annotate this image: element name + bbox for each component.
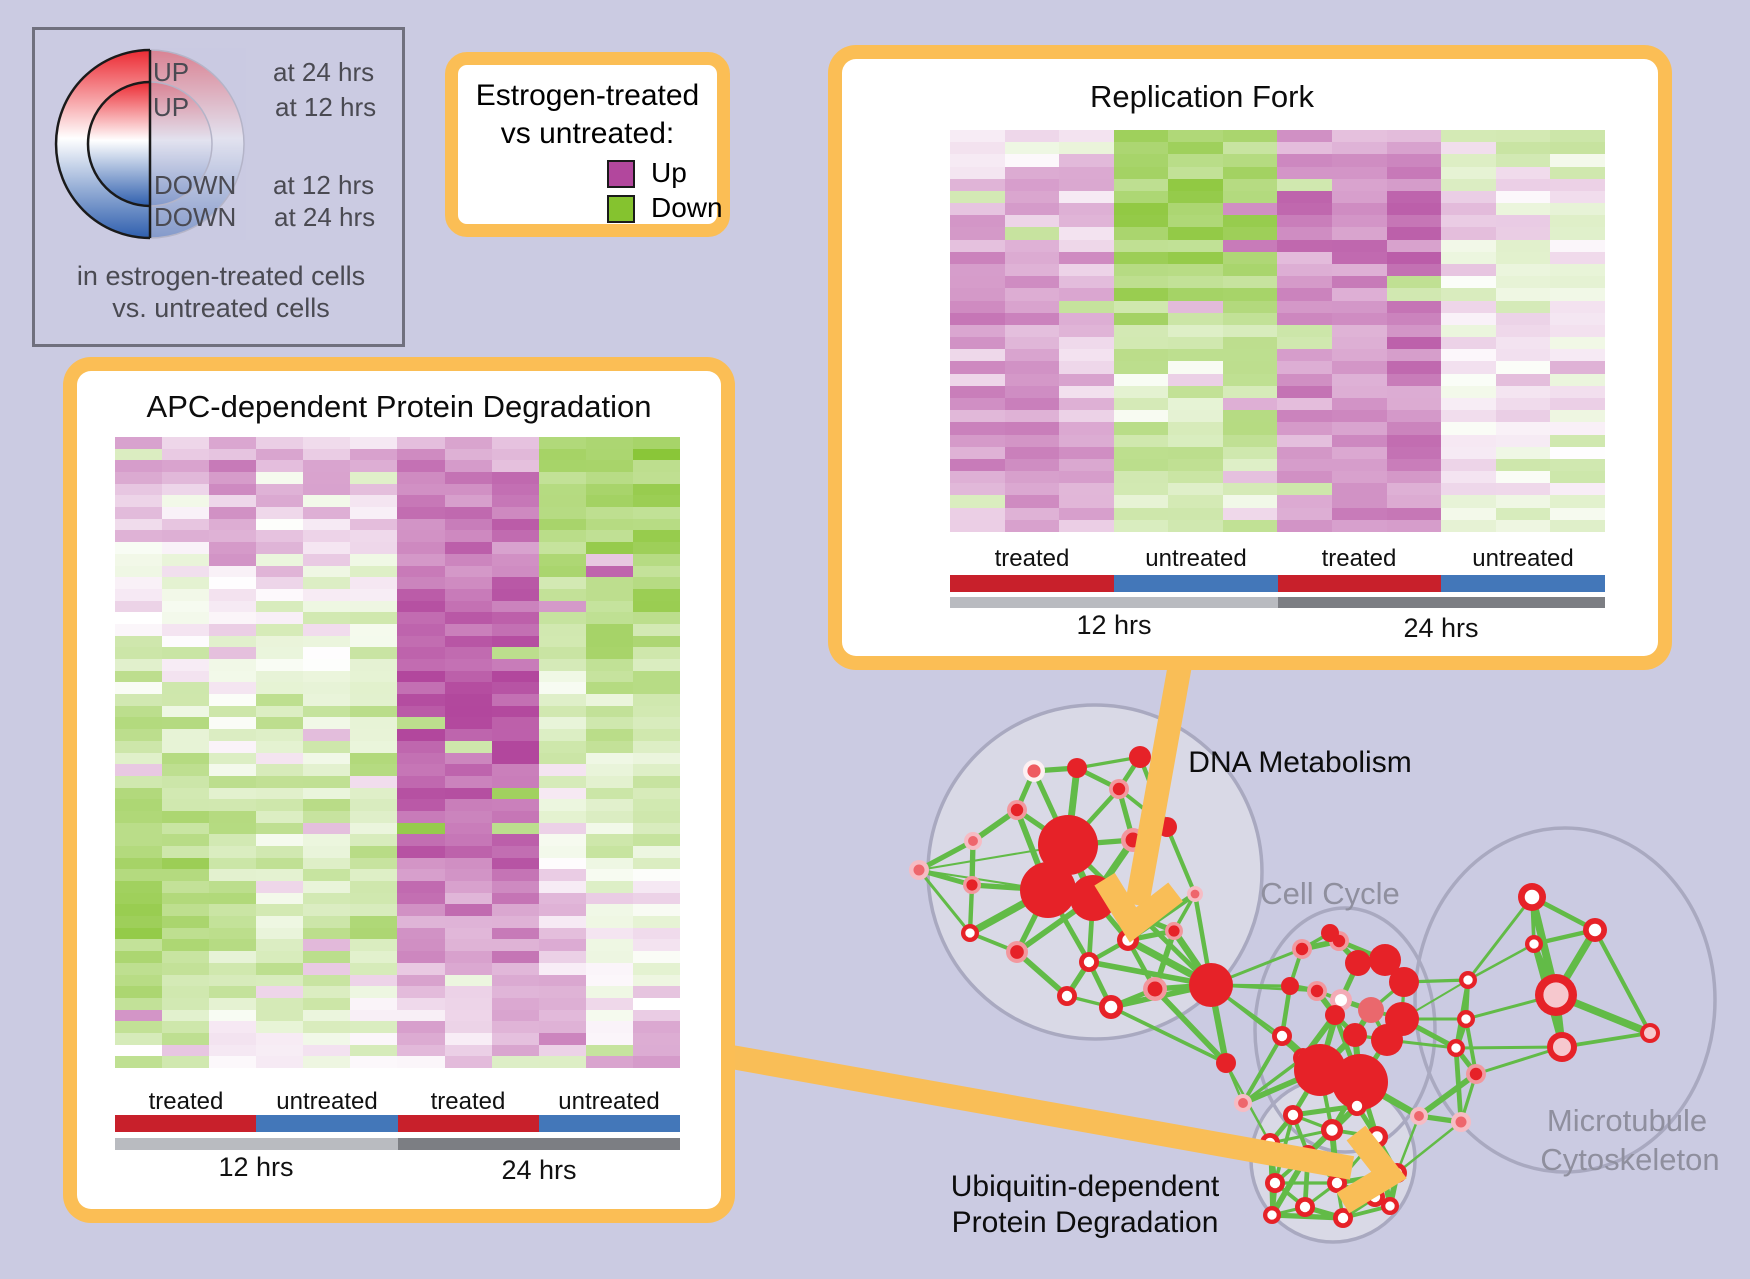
apc-treated-bar-12 (115, 1115, 256, 1132)
apc-24hrs-label: 24 hrs (501, 1155, 577, 1185)
updown-row2-time: at 12 hrs (275, 92, 377, 122)
rf-group-label-4: untreated (1472, 545, 1574, 572)
rf-group-label-1: treated (994, 545, 1070, 572)
updown-row4-time: at 24 hrs (274, 202, 376, 232)
estrogen-legend-title-line1: Estrogen-treated (475, 79, 700, 112)
rf-24hrs-bar (1278, 597, 1605, 608)
rf-group-label-2: untreated (1145, 545, 1247, 572)
apc-group-label-2: untreated (276, 1088, 378, 1115)
apc-24hrs-bar (398, 1138, 680, 1150)
updown-footer-line1: in estrogen-treated cells (76, 261, 366, 291)
apc-group-label-3: treated (430, 1088, 506, 1115)
apc-heatmap (115, 437, 680, 1068)
rf-panel-title: Replication Fork (1090, 79, 1314, 114)
estrogen-legend-title-line2: vs untreated: (500, 117, 675, 150)
updown-row1-time: at 24 hrs (273, 57, 375, 87)
updown-row3-dir: DOWN (154, 170, 237, 200)
updown-row2-dir: UP (153, 92, 190, 122)
rf-treated-bar-24 (1278, 575, 1441, 592)
updown-row1-dir: UP (153, 57, 190, 87)
rf-treated-bar-12 (950, 575, 1114, 592)
down-swatch-label: Down (651, 192, 723, 223)
updown-row4-dir: DOWN (154, 202, 237, 232)
up-color-swatch (607, 160, 635, 188)
apc-treated-bar-24 (398, 1115, 539, 1132)
replication-fork-panel: Replication Fork treated untreated treat… (842, 59, 1658, 656)
rf-12hrs-label: 12 hrs (1076, 610, 1152, 640)
apc-untreated-bar-24 (539, 1115, 680, 1132)
apc-group-label-4: untreated (558, 1088, 660, 1115)
updown-footer-line2: vs. untreated cells (112, 293, 330, 323)
apc-untreated-bar-12 (256, 1115, 398, 1132)
apc-group-label-1: treated (148, 1088, 224, 1115)
apc-panel-title: APC-dependent Protein Degradation (146, 389, 652, 424)
rf-group-label-3: treated (1321, 545, 1397, 572)
rf-untreated-bar-24 (1441, 575, 1605, 592)
rf-untreated-bar-12 (1114, 575, 1278, 592)
down-color-swatch (607, 195, 635, 223)
rf-12hrs-bar (950, 597, 1278, 608)
rf-heatmap (950, 130, 1605, 532)
apc-12hrs-bar (115, 1138, 398, 1150)
updown-gradient-legend-box: UP at 24 hrs UP at 12 hrs DOWN at 12 hrs… (32, 27, 405, 347)
apc-heatmap-panel: APC-dependent Protein Degradation treate… (77, 371, 721, 1209)
updown-gradient-circle (54, 48, 246, 240)
updown-row3-time: at 12 hrs (273, 170, 375, 200)
apc-12hrs-label: 12 hrs (218, 1152, 294, 1182)
estrogen-color-legend-box: Estrogen-treated vs untreated: Up Down (445, 52, 730, 237)
rf-24hrs-label: 24 hrs (1403, 613, 1479, 643)
up-swatch-label: Up (651, 157, 687, 188)
